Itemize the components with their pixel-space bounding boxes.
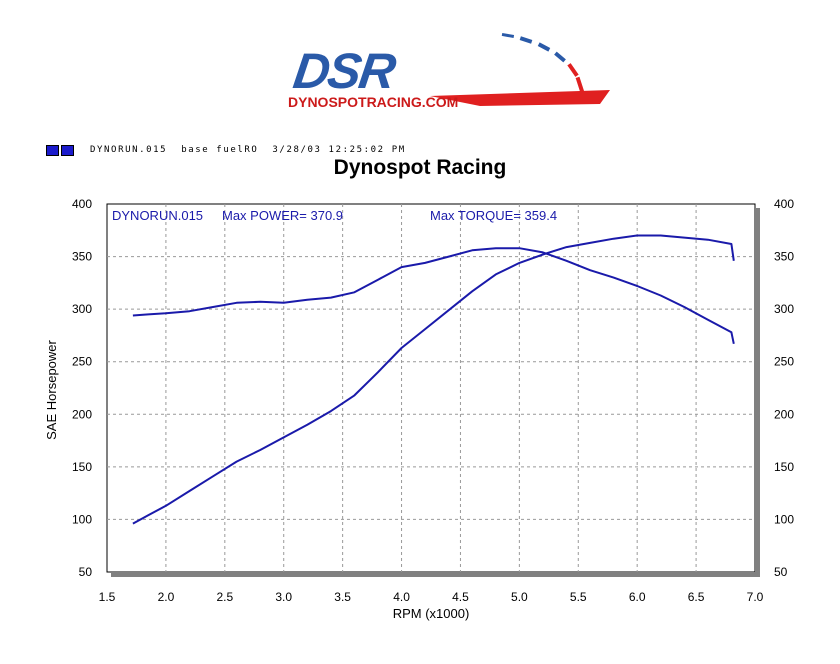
x-tick-label: 3.5 xyxy=(334,590,351,604)
x-tick-label: 4.5 xyxy=(452,590,469,604)
y-tick-label-left: 150 xyxy=(72,460,92,474)
x-tick-label: 6.0 xyxy=(629,590,646,604)
series-line-1 xyxy=(132,234,735,525)
x-tick-label: 5.0 xyxy=(511,590,528,604)
plot-frame xyxy=(106,203,756,573)
y-tick-label-right: 400 xyxy=(774,197,794,211)
run-file: DYNORUN.015 xyxy=(90,145,168,155)
series-line-2 xyxy=(132,247,735,345)
x-axis-label: RPM (x1000) xyxy=(393,606,470,621)
dsr-logo: DSR DYNOSPOTRACING.COM xyxy=(288,32,610,110)
series-swatch xyxy=(46,144,59,156)
run-note: base fuelRO xyxy=(181,145,259,155)
frame-shadow-right xyxy=(755,208,760,577)
y-tick-label-left: 350 xyxy=(72,250,92,264)
y-tick-label-left: 50 xyxy=(79,565,93,579)
y-tick-label-left: 400 xyxy=(72,197,92,211)
annotation-run: DYNORUN.015 xyxy=(112,208,203,223)
frame-shadow-bottom xyxy=(111,572,760,577)
y-tick-label-right: 50 xyxy=(774,565,788,579)
chart-title: Dynospot Racing xyxy=(333,156,507,179)
x-tick-label: 2.0 xyxy=(158,590,175,604)
logo-swoosh xyxy=(430,90,610,106)
x-tick-label: 4.0 xyxy=(393,590,410,604)
y-axis-label: SAE Horsepower xyxy=(44,339,59,439)
y-axis-right-ticks: 50 100 150 200 250 300 350 400 xyxy=(774,197,794,579)
y-tick-label-left: 200 xyxy=(72,407,92,421)
y-tick-label-right: 350 xyxy=(774,250,794,264)
run-datetime: 3/28/03 12:25:02 PM xyxy=(272,145,406,155)
series-lines xyxy=(132,234,735,525)
x-tick-label: 2.5 xyxy=(216,590,233,604)
x-tick-label: 3.0 xyxy=(275,590,292,604)
logo-speed-marks xyxy=(501,32,585,94)
y-tick-label-right: 100 xyxy=(774,512,794,526)
y-axis-left-ticks: 50 100 150 200 250 300 350 400 xyxy=(72,197,92,579)
y-tick-label-right: 250 xyxy=(774,355,794,369)
y-tick-label-left: 300 xyxy=(72,302,92,316)
y-tick-label-left: 100 xyxy=(72,512,92,526)
x-axis-ticks: 1.5 2.0 2.5 3.0 3.5 4.0 4.5 5.0 5.5 6.0 6.5 7.0 xyxy=(99,590,764,604)
series-swatch xyxy=(61,144,74,156)
x-tick-label: 6.5 xyxy=(688,590,705,604)
annotation-max-power: Max POWER= 370.9 xyxy=(222,208,343,223)
x-tick-label: 7.0 xyxy=(747,590,764,604)
run-info: DYNORUN.015 base fuelRO 3/28/03 12:25:02… xyxy=(46,144,406,156)
y-tick-label-left: 250 xyxy=(72,355,92,369)
x-tick-label: 1.5 xyxy=(99,590,116,604)
logo-domain: DYNOSPOTRACING.COM xyxy=(288,94,458,110)
x-tick-label: 5.5 xyxy=(570,590,587,604)
grid-lines xyxy=(107,204,755,572)
y-tick-label-right: 300 xyxy=(774,302,794,316)
annotation-max-torque: Max TORQUE= 359.4 xyxy=(430,208,557,223)
y-tick-label-right: 150 xyxy=(774,460,794,474)
logo-brand: DSR xyxy=(290,43,399,99)
y-tick-label-right: 200 xyxy=(774,407,794,421)
